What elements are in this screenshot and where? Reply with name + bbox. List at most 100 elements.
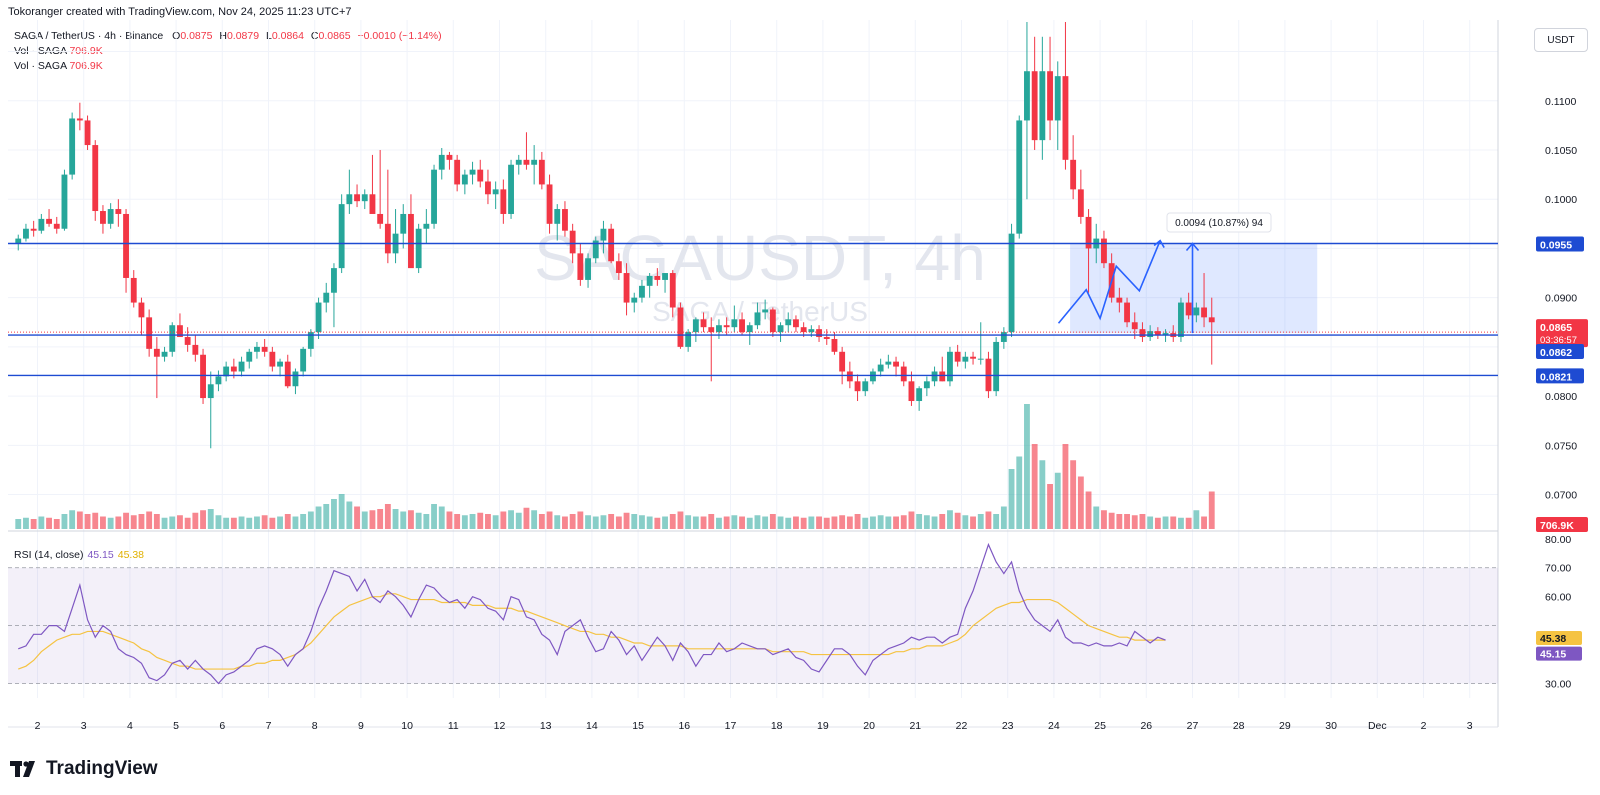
volume-bar <box>669 514 676 529</box>
volume-label-1: Vol · SAGA <box>14 45 67 57</box>
level-badge-middle: 0.0862 <box>1540 347 1572 359</box>
volume-bar <box>1031 444 1038 529</box>
candle-body <box>138 302 145 318</box>
candle-body <box>384 223 391 254</box>
volume-bar <box>885 516 892 529</box>
time-tick-label: 25 <box>1094 720 1106 732</box>
volume-bar <box>769 514 776 529</box>
candle-body <box>731 319 738 328</box>
candle-body <box>608 228 615 262</box>
time-tick-label: 9 <box>358 720 364 732</box>
volume-legend-1: Vol · SAGA 706.9K <box>14 45 103 57</box>
candle-body <box>1131 322 1138 330</box>
candle-body <box>1201 307 1207 318</box>
candle-body <box>169 325 176 352</box>
candle-body <box>762 309 769 313</box>
volume-bar <box>254 516 260 529</box>
volume-bar <box>400 511 407 529</box>
volume-bar <box>908 511 915 529</box>
candle-body <box>269 351 276 367</box>
candle-body <box>554 209 561 224</box>
candle-body <box>746 325 753 333</box>
candle-body <box>1178 302 1184 338</box>
candle-body <box>523 159 530 165</box>
time-tick-label: 22 <box>956 720 968 732</box>
rsi-label: RSI (14, close) <box>14 549 84 561</box>
volume-bar <box>993 514 1000 529</box>
volume-bar <box>300 514 307 529</box>
volume-bar <box>1008 469 1015 529</box>
candle-body <box>585 258 591 280</box>
candle-body <box>1016 120 1023 234</box>
volume-bar <box>854 514 861 529</box>
volume-bar <box>261 515 268 529</box>
time-tick-label: 15 <box>632 720 644 732</box>
price-tick-label: 0.1000 <box>1545 194 1577 206</box>
price-tick-label: 0.1100 <box>1545 96 1576 108</box>
volume-bar <box>277 516 283 529</box>
candle-body <box>816 329 822 338</box>
candle-body <box>161 351 168 357</box>
volume-bar <box>69 510 76 529</box>
level-badge-upper-bg <box>1536 236 1584 252</box>
candle-body <box>1162 333 1169 336</box>
candle-body <box>646 275 653 286</box>
volume-bar <box>461 515 468 529</box>
volume-bar <box>284 514 291 529</box>
volume-bar <box>900 515 907 529</box>
candle-body <box>1031 71 1038 141</box>
candle-body <box>177 325 183 338</box>
volume-bar <box>123 512 129 529</box>
tradingview-logo[interactable]: TradingView <box>10 758 158 780</box>
time-tick-label: 19 <box>817 720 829 732</box>
volume-bar <box>1101 510 1107 529</box>
volume-badge: 706.9K <box>1540 520 1574 532</box>
volume-bar <box>1070 460 1077 529</box>
candle-body <box>754 312 761 326</box>
candle-body <box>485 181 491 195</box>
time-tick-label: 7 <box>266 720 272 732</box>
rsi-line <box>18 542 1166 685</box>
time-tick-label: 5 <box>173 720 179 732</box>
rsi-ma-badge-bg <box>1536 631 1582 646</box>
volume-bar <box>692 516 699 529</box>
candle-body <box>30 228 37 231</box>
ohlc-legend: SAGA / TetherUS · 4h · Binance O0.0875 H… <box>14 30 442 42</box>
candle-body <box>1085 216 1092 249</box>
candle-body <box>800 327 807 333</box>
volume-bar <box>592 516 599 529</box>
volume-bar <box>53 519 60 529</box>
time-tick-label: 21 <box>909 720 921 732</box>
candle-body <box>215 376 222 385</box>
rsi-badge: 45.15 <box>1540 649 1566 661</box>
candle-body <box>716 325 722 333</box>
volume-bar <box>600 515 607 529</box>
volume-bar <box>931 516 938 529</box>
price-tick-label: 0.0700 <box>1545 490 1577 502</box>
candle-body <box>338 204 345 269</box>
volume-bar <box>207 509 214 529</box>
volume-bar <box>562 516 568 529</box>
candle-body <box>908 381 915 402</box>
candle-body <box>947 351 953 382</box>
volume-bar <box>754 515 761 529</box>
volume-bar <box>408 510 414 529</box>
price-tick-label: 0.0800 <box>1545 391 1577 403</box>
volume-bar <box>76 511 83 529</box>
candle-body <box>331 268 337 293</box>
candle-body <box>631 297 638 303</box>
candle-body <box>708 327 715 333</box>
time-tick-label: 8 <box>312 720 318 732</box>
volume-bar <box>30 519 37 529</box>
candle-body <box>408 213 414 269</box>
volume-bar <box>947 510 953 529</box>
measure-label: 0.0094 (10.87%) 94 <box>1175 218 1263 229</box>
candle-body <box>900 366 907 382</box>
high-value: 0.0879 <box>226 30 260 42</box>
volume-bar <box>700 516 707 529</box>
volume-bar <box>746 517 753 529</box>
currency-button[interactable]: USDT <box>1534 28 1588 52</box>
volume-bar <box>169 516 176 529</box>
candle-body <box>369 194 376 214</box>
